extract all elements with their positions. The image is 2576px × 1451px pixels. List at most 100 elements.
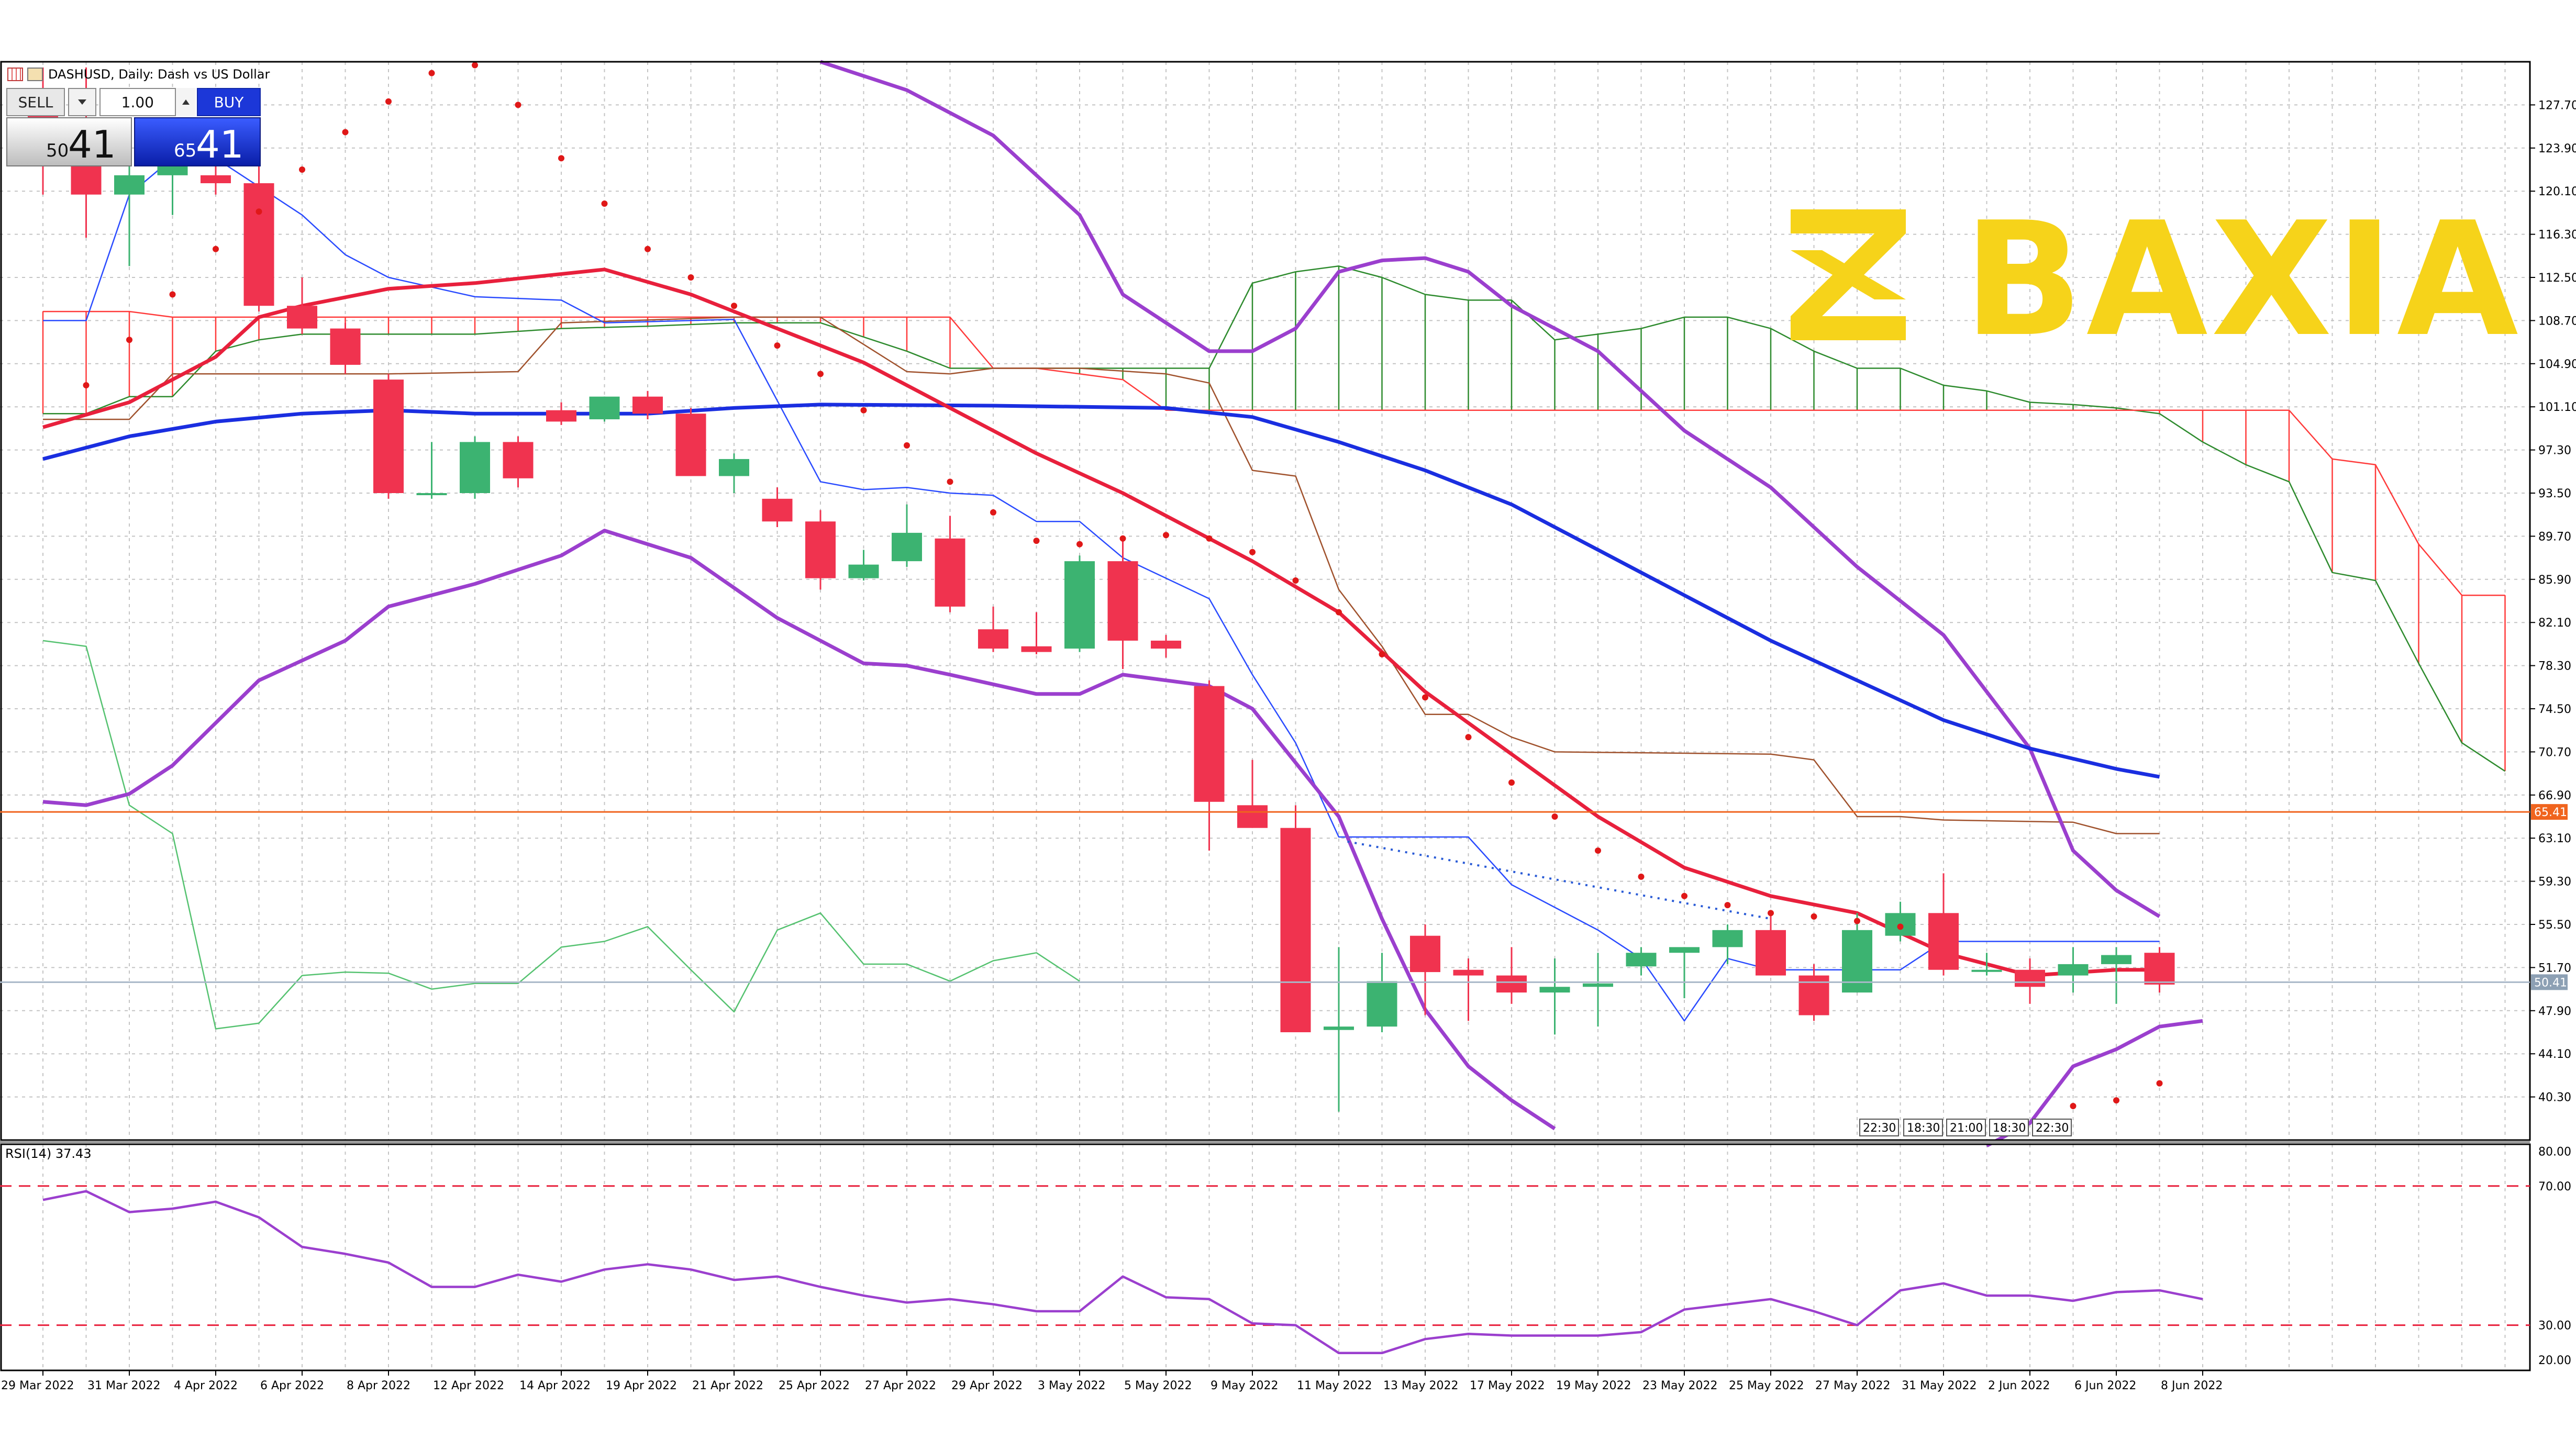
sar-dot (774, 342, 781, 349)
baxia-logo-text: BAXIA (1963, 188, 2522, 371)
orange-price-tag: 65.41 (2534, 806, 2567, 819)
sar-dot (947, 478, 953, 485)
session-label-box (2032, 1119, 2072, 1136)
sar-dot (1292, 577, 1299, 584)
current-price-tag: 50.41 (2534, 976, 2567, 989)
candle-body (416, 493, 447, 495)
lot-increase-button[interactable] (175, 88, 196, 116)
time-axis: 29 Mar 2022 31 Mar 2022 4 Apr 2022 6 Apr 20… (1, 1370, 2223, 1392)
sar-dot (169, 291, 176, 298)
time-tick-label: 8 Jun 2022 (2161, 1379, 2223, 1392)
candle-body (2144, 953, 2175, 985)
candle-body (1194, 686, 1225, 802)
sell-button[interactable]: SELL (6, 88, 65, 116)
symbol-icon (27, 68, 43, 81)
sar-dot (1595, 847, 1601, 854)
sar-dot (2070, 1102, 2077, 1109)
lot-dropdown-button[interactable] (68, 88, 96, 116)
one-click-trading-panel: SELL 1.00 BUY 50 41 65 41 (6, 88, 261, 166)
price-tick-label: 127.70 (2538, 99, 2576, 112)
price-tick-label: 116.30 (2538, 229, 2576, 242)
sar-dot (990, 509, 996, 516)
sar-dot (213, 245, 219, 252)
price-tags: 65.41 50.41 (0, 804, 2568, 990)
candle-body (243, 183, 274, 306)
session-label-box (1946, 1119, 1986, 1136)
sar-dot (687, 274, 694, 281)
time-tick-label: 6 Apr 2022 (260, 1379, 324, 1392)
candle-body (719, 459, 749, 476)
price-tick-label: 123.90 (2538, 142, 2576, 155)
candle-body (762, 498, 793, 522)
sell-price-box[interactable]: 50 41 (6, 117, 132, 166)
time-tick-label: 27 May 2022 (1815, 1379, 1890, 1392)
candle-body (1064, 561, 1095, 649)
rsi-panel-frame (0, 1143, 2531, 1371)
sar-dot (1638, 873, 1645, 880)
candle-body (1626, 953, 1657, 967)
time-tick-label: 13 May 2022 (1383, 1379, 1458, 1392)
trendline (1347, 840, 1771, 920)
time-tick-label: 4 Apr 2022 (174, 1379, 238, 1392)
moving-average-blue (42, 403, 2160, 779)
ichimoku-cloud (42, 265, 2506, 772)
sar-dot (256, 208, 262, 215)
sar-dot (1163, 532, 1169, 539)
price-tick-label: 78.30 (2538, 660, 2571, 673)
time-tick-label: 5 May 2022 (1124, 1379, 1192, 1392)
sar-dot (515, 102, 521, 108)
orange-price-tag-bg (2531, 804, 2568, 820)
sar-dot (299, 166, 305, 173)
session-label-box (1859, 1119, 1899, 1136)
rsi-tick-label: 20.00 (2538, 1354, 2571, 1367)
candle-body (114, 175, 145, 195)
candle-body (1237, 805, 1268, 828)
buy-button[interactable]: BUY (197, 88, 261, 116)
candle-body (1842, 930, 1872, 993)
time-tick-label: 25 May 2022 (1729, 1379, 1804, 1392)
rsi-tick-label: 30.00 (2538, 1320, 2571, 1333)
sar-dot (2156, 1080, 2163, 1087)
sar-dot (1724, 902, 1731, 909)
candle-body (2015, 969, 2045, 987)
lot-size-input[interactable]: 1.00 (99, 88, 182, 116)
candle-body (1928, 913, 1959, 970)
sar-dot (83, 382, 90, 388)
kijun-sen (43, 316, 2160, 834)
sar-dot (2113, 1097, 2119, 1104)
candle-body (2101, 955, 2131, 964)
time-tick-label: 14 Apr 2022 (519, 1379, 591, 1392)
sar-dot (1033, 538, 1040, 544)
buy-price-box[interactable]: 65 41 (134, 117, 261, 166)
main-panel-frame (0, 61, 2531, 1141)
candle-body (632, 396, 663, 414)
price-tick-label: 66.90 (2538, 789, 2571, 802)
price-tick-label: 112.50 (2538, 272, 2576, 285)
sar-dot (1681, 892, 1687, 899)
chevron-up-icon (182, 99, 190, 105)
candle-body (848, 564, 879, 578)
sar-dot (385, 98, 392, 105)
time-tick-label: 3 May 2022 (1038, 1379, 1105, 1392)
time-tick-label: 25 Apr 2022 (779, 1379, 850, 1392)
candle-body (1712, 930, 1743, 947)
candle-body (546, 410, 576, 422)
candle-body (1756, 930, 1786, 976)
price-tick-label: 70.70 (2538, 746, 2571, 759)
sar-dot (1508, 779, 1515, 786)
baxia-logo-icon (1791, 209, 1906, 340)
tenkan-sen (43, 158, 2160, 1022)
sar-dot (472, 62, 478, 69)
price-tick-label: 108.70 (2538, 315, 2576, 328)
chart-title-bar: DASHUSD, Daily: Dash vs US Dollar (7, 65, 270, 84)
sar-dot (601, 200, 608, 207)
price-tick-label: 59.30 (2538, 876, 2571, 889)
sar-dot (1119, 535, 1126, 542)
price-tick-label: 47.90 (2538, 1005, 2571, 1018)
rsi-line (42, 1190, 2203, 1355)
chart-title: DASHUSD, Daily: Dash vs US Dollar (48, 67, 270, 82)
price-axis: 127.70 123.90 120.10 116.30 112.50 108.70 104.… (2530, 99, 2576, 1104)
sar-dot (860, 407, 867, 414)
sar-dot (1551, 813, 1558, 820)
